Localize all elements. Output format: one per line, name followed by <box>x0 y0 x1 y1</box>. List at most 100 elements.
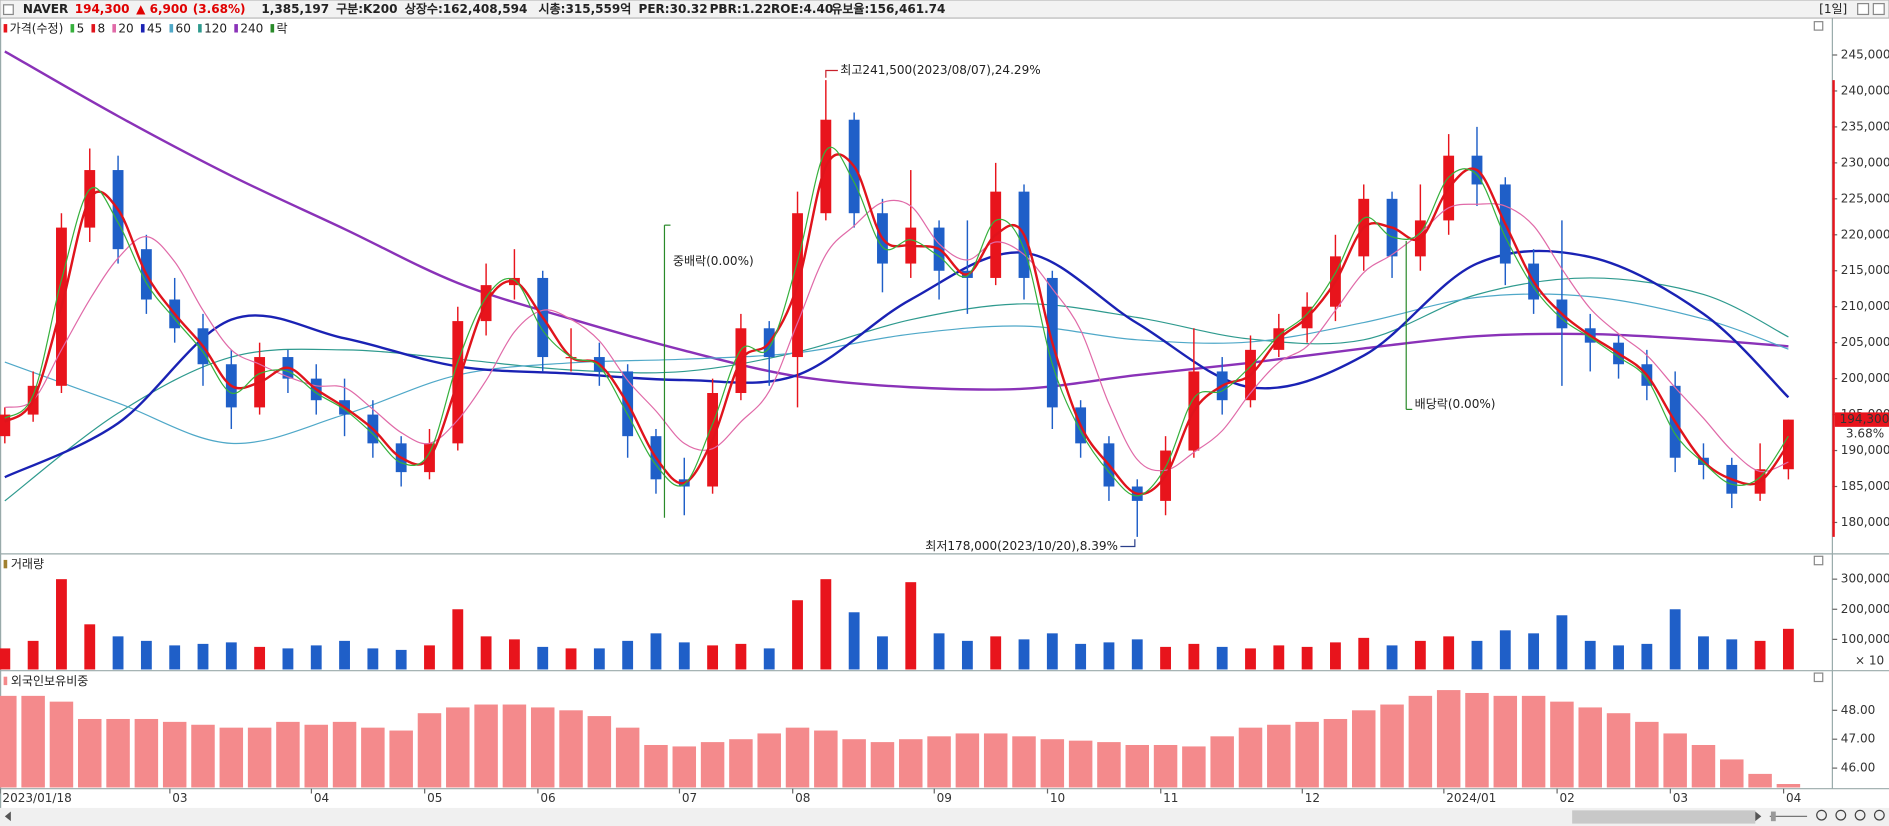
x-tick-label: 03 <box>172 791 187 805</box>
bar <box>1578 707 1602 788</box>
bar <box>1471 640 1483 670</box>
zoom-icon[interactable] <box>1816 809 1827 821</box>
window-button[interactable] <box>1857 3 1870 16</box>
bar <box>1663 733 1687 788</box>
bar <box>1046 633 1058 670</box>
bar <box>792 600 803 670</box>
scroll-right[interactable] <box>1755 811 1762 822</box>
panel-button[interactable] <box>1813 672 1824 683</box>
scroll-thumb[interactable] <box>1572 810 1756 824</box>
y-tick-label: 225,000 <box>1841 191 1889 205</box>
moving-average-line <box>4 153 1790 496</box>
event-label: 중배락(0.00%) <box>673 254 754 268</box>
bar <box>56 579 67 670</box>
bar <box>1295 721 1319 788</box>
bar <box>1776 784 1801 788</box>
bar <box>757 733 781 788</box>
y-tick-label: 220,000 <box>1841 227 1889 241</box>
bar <box>140 640 152 670</box>
y-tick-label: 235,000 <box>1841 119 1889 133</box>
bar <box>1075 643 1087 670</box>
y-tick-label: 48.00 <box>1841 703 1875 717</box>
bar <box>1521 695 1546 788</box>
bar <box>1301 646 1313 670</box>
bar <box>1635 721 1659 788</box>
zoom-icon[interactable] <box>1835 809 1847 821</box>
window-button[interactable] <box>1872 3 1885 16</box>
bar <box>1782 628 1794 670</box>
bar <box>339 640 350 670</box>
header-bar <box>0 0 1889 19</box>
legend-label: 5 <box>77 21 85 35</box>
legend-label: 20 <box>118 21 133 35</box>
bar <box>417 713 442 788</box>
bar <box>1386 645 1398 670</box>
scrollbar <box>0 807 1889 826</box>
bar <box>1641 643 1653 670</box>
bar <box>814 730 838 788</box>
y-tick-label: 100,000 <box>1841 632 1889 646</box>
x-tick-label: 2024/01 <box>1446 791 1496 805</box>
zoom-handle[interactable] <box>1770 811 1776 822</box>
x-tick-label: 05 <box>427 791 442 805</box>
legend-swatch <box>234 24 238 33</box>
candle-body <box>0 414 11 437</box>
bar <box>672 746 697 788</box>
moving-average-line <box>4 293 1789 444</box>
stock-per: PER:30.32 <box>639 2 708 16</box>
legend-label: 240 <box>240 21 263 35</box>
panel-button[interactable] <box>1813 21 1824 31</box>
bar <box>1018 639 1030 670</box>
legend-label: 락 <box>277 21 288 35</box>
bar <box>961 640 973 670</box>
bar <box>191 724 215 788</box>
bar <box>162 721 187 788</box>
bar <box>0 695 17 788</box>
bar <box>1210 736 1234 788</box>
high-annotation: 최고241,500(2023/08/07),24.29% <box>840 63 1040 77</box>
stock-name: NAVER <box>23 2 69 16</box>
zoom-icon[interactable] <box>1854 809 1866 821</box>
bar <box>361 727 385 788</box>
bar <box>842 739 866 788</box>
bar <box>508 639 520 670</box>
zoom-icon[interactable] <box>1873 809 1885 821</box>
bar <box>1012 736 1036 788</box>
bar <box>559 710 583 788</box>
bar <box>1040 739 1065 788</box>
bar <box>332 721 357 788</box>
bar <box>446 707 470 788</box>
scroll-left[interactable] <box>4 811 11 822</box>
y-tick-label: 210,000 <box>1841 299 1889 313</box>
y-tick-label: 300,000 <box>1841 572 1889 586</box>
bar <box>1153 744 1178 788</box>
bar <box>905 582 917 670</box>
bar <box>474 704 498 788</box>
y-tick-label: 46.00 <box>1841 761 1875 775</box>
bar <box>1748 773 1772 788</box>
bar <box>565 648 577 670</box>
price-plot <box>0 50 1794 537</box>
bar <box>1606 713 1631 788</box>
legend-swatch <box>70 24 75 33</box>
panel-button[interactable] <box>1813 555 1824 566</box>
stock-price: 194,300 <box>75 2 130 16</box>
moving-average-line <box>4 146 1789 497</box>
y-tick-label: 200,000 <box>1841 602 1889 616</box>
bar <box>1550 701 1574 788</box>
stock-market-cap: 시총:315,559억 <box>539 1 632 16</box>
bar <box>84 624 96 670</box>
bar <box>21 695 45 788</box>
bar <box>1358 637 1370 670</box>
bar <box>1188 643 1200 670</box>
bar <box>0 648 11 670</box>
period-button[interactable]: [1일] <box>1819 2 1847 16</box>
bar <box>1613 645 1624 670</box>
header-icon <box>3 4 14 16</box>
bar <box>707 645 719 670</box>
bar <box>955 733 980 788</box>
legend-swatch <box>198 24 202 33</box>
bar <box>1273 645 1285 670</box>
bar <box>1528 633 1540 670</box>
bar <box>899 739 923 788</box>
